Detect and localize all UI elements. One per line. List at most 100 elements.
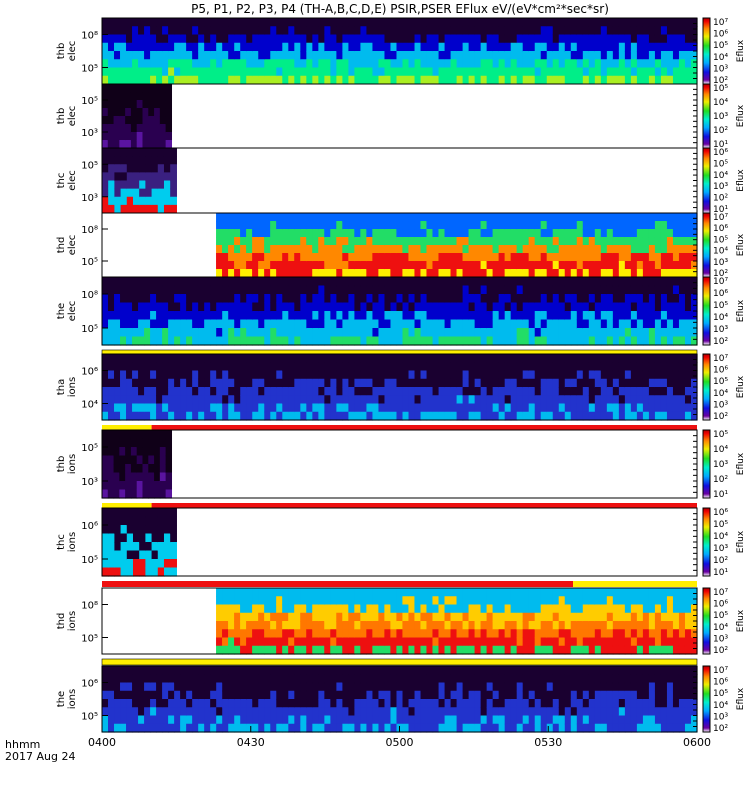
heatmap-cell bbox=[372, 269, 379, 278]
heatmap-cell bbox=[384, 229, 391, 238]
heatmap-cell bbox=[600, 403, 608, 413]
heatmap-cell bbox=[102, 148, 109, 157]
heatmap-cell bbox=[414, 699, 422, 708]
heatmap-cell bbox=[564, 588, 572, 597]
heatmap-cell bbox=[648, 411, 656, 421]
heatmap-cell bbox=[672, 285, 680, 295]
heatmap-cell bbox=[456, 637, 464, 647]
heatmap-cell bbox=[468, 245, 476, 254]
heatmap-cell bbox=[157, 180, 165, 190]
heatmap-cell bbox=[498, 387, 506, 396]
heatmap-cell bbox=[240, 26, 247, 36]
heatmap-cell bbox=[438, 285, 446, 295]
heatmap-cell bbox=[618, 336, 626, 346]
heatmap-cell bbox=[660, 229, 668, 238]
heatmap-cell bbox=[438, 723, 446, 733]
heatmap-cell bbox=[126, 550, 134, 560]
heatmap-cell bbox=[294, 229, 301, 238]
heatmap-cell bbox=[630, 596, 638, 606]
heatmap-cell bbox=[306, 277, 313, 287]
heatmap-cell bbox=[552, 395, 560, 405]
heatmap-cell bbox=[402, 682, 410, 692]
heatmap-cell bbox=[576, 645, 584, 655]
heatmap-cell bbox=[300, 311, 307, 321]
heatmap-cell bbox=[606, 604, 614, 614]
heatmap-cell bbox=[606, 261, 614, 270]
heatmap-cell bbox=[510, 723, 518, 733]
heatmap-cell bbox=[384, 707, 392, 717]
heatmap-cell bbox=[420, 285, 428, 295]
heatmap-cell bbox=[636, 42, 644, 52]
heatmap-cell bbox=[552, 18, 560, 27]
heatmap-cell bbox=[474, 42, 482, 52]
heatmap-cell bbox=[456, 690, 464, 700]
heatmap-cell bbox=[148, 438, 155, 448]
heatmap-cell bbox=[456, 311, 464, 321]
heatmap-cell bbox=[324, 666, 331, 675]
heatmap-cell bbox=[151, 196, 159, 206]
colorbar-gradient bbox=[702, 147, 711, 214]
heatmap-cell bbox=[486, 621, 494, 630]
heatmap-cell bbox=[558, 311, 566, 321]
heatmap-cell bbox=[120, 666, 127, 675]
heatmap-cell bbox=[204, 715, 211, 725]
heatmap-cell bbox=[612, 302, 620, 312]
heatmap-cell bbox=[354, 277, 362, 287]
colorbar-tick-label: 10⁶ bbox=[713, 366, 728, 376]
heatmap-cell bbox=[120, 156, 128, 165]
heatmap-cell bbox=[126, 674, 133, 684]
heatmap-cell bbox=[132, 285, 139, 295]
heatmap-cell bbox=[360, 285, 368, 295]
heatmap-cell bbox=[300, 34, 307, 44]
heatmap-cell bbox=[516, 42, 524, 52]
heatmap-cell bbox=[150, 277, 157, 287]
heatmap-cell bbox=[222, 294, 229, 304]
heatmap-cell bbox=[378, 18, 386, 27]
heatmap-cell bbox=[432, 245, 440, 254]
heatmap-cell bbox=[120, 354, 127, 363]
heatmap-cell bbox=[157, 156, 165, 165]
heatmap-cell bbox=[552, 387, 560, 396]
heatmap-cell bbox=[234, 362, 241, 372]
heatmap-cell bbox=[636, 253, 644, 262]
heatmap-cell bbox=[660, 67, 668, 77]
heatmap-cell bbox=[348, 596, 355, 606]
heatmap-cell bbox=[576, 637, 584, 647]
heatmap-cell bbox=[114, 51, 121, 60]
heatmap-cell bbox=[119, 100, 126, 109]
heatmap-cell bbox=[288, 674, 295, 684]
heatmap-cell bbox=[157, 172, 165, 182]
heatmap-cell bbox=[576, 604, 584, 614]
heatmap-cell bbox=[564, 637, 572, 647]
heatmap-cell bbox=[690, 245, 698, 254]
heatmap-cell bbox=[186, 723, 193, 733]
colorbar-tick-label: 10⁴ bbox=[713, 389, 728, 399]
heatmap-cell bbox=[390, 51, 398, 60]
heatmap-cell bbox=[270, 596, 277, 606]
heatmap-cell bbox=[678, 336, 686, 346]
heatmap-cell bbox=[420, 18, 428, 27]
heatmap-cell bbox=[432, 621, 440, 630]
heatmap-cell bbox=[414, 336, 422, 346]
heatmap-cell bbox=[372, 666, 380, 675]
heatmap-cell bbox=[594, 59, 602, 69]
heatmap-cell bbox=[378, 699, 386, 708]
heatmap-cell bbox=[678, 261, 686, 270]
heatmap-cell bbox=[300, 354, 307, 363]
heatmap-cell bbox=[108, 204, 115, 214]
heatmap-cell bbox=[324, 253, 331, 262]
heatmap-cell bbox=[168, 395, 175, 405]
heatmap-cell bbox=[192, 328, 199, 338]
heatmap-cell bbox=[156, 311, 163, 321]
heatmap-cell bbox=[132, 172, 140, 182]
heatmap-cell bbox=[170, 196, 177, 206]
heatmap-cell bbox=[570, 229, 578, 238]
heatmap-cell bbox=[318, 629, 325, 639]
heatmap-cell bbox=[624, 645, 632, 655]
heatmap-cell bbox=[354, 18, 362, 27]
heatmap-cell bbox=[282, 51, 289, 60]
heatmap-cell bbox=[504, 245, 512, 254]
heatmap-cell bbox=[534, 637, 542, 647]
heatmap-cell bbox=[336, 285, 343, 295]
heatmap-cell bbox=[624, 294, 632, 304]
